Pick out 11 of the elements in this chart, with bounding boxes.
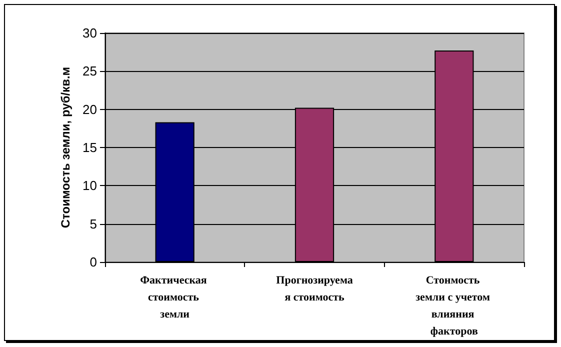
y-tick-label: 0: [90, 254, 97, 270]
y-tick-label: 20: [82, 102, 97, 117]
y-tick-label: 5: [90, 216, 97, 232]
y-tick-label: 10: [82, 178, 97, 194]
x-tick-label: Прогнозируемая стоимость: [276, 274, 354, 304]
x-tick-label: Стонмость земли с учетом влияния факторов: [416, 274, 493, 338]
y-tick-label: 15: [82, 140, 97, 155]
y-tick-label: 30: [82, 26, 97, 40]
x-tick-label: Фактическая стоимость земли: [140, 274, 210, 320]
y-axis-title: Стоимость земли, руб/кв.м: [58, 66, 73, 228]
y-tick-label: 25: [82, 64, 97, 79]
